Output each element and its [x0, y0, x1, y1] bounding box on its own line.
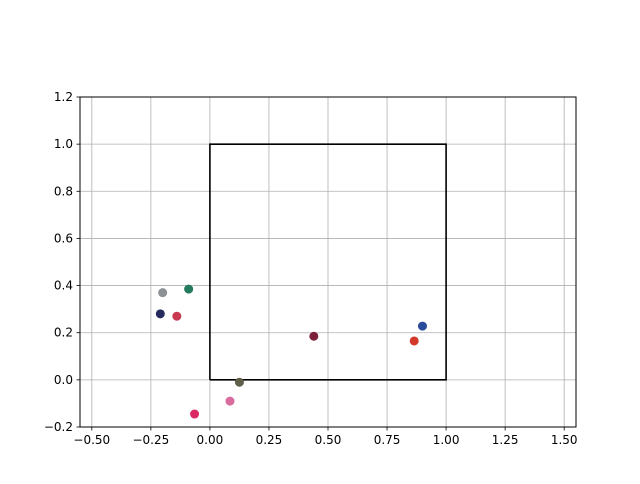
- x-tick-label: 0.25: [256, 433, 283, 447]
- x-tick-label: 1.50: [551, 433, 578, 447]
- y-tick-label: 0.8: [54, 184, 73, 198]
- x-tick-label: 0.75: [374, 433, 401, 447]
- scatter-point: [172, 311, 182, 321]
- y-tick-label: 0.2: [54, 326, 73, 340]
- y-tick-label: 0.6: [54, 231, 73, 245]
- x-tick-label: −0.25: [132, 433, 169, 447]
- scatter-point: [190, 409, 200, 419]
- scatter-point: [309, 331, 319, 341]
- scatter-point: [225, 396, 235, 406]
- x-tick-label: 0.00: [197, 433, 224, 447]
- y-tick-label: 1.0: [54, 137, 73, 151]
- square-outline: [209, 143, 447, 381]
- y-tick-label: 1.2: [54, 90, 73, 104]
- y-tick-label: 0.4: [54, 279, 73, 293]
- scatter-point: [417, 321, 427, 331]
- scatter-point: [155, 309, 165, 319]
- scatter-point: [409, 336, 419, 346]
- scatter-point: [184, 284, 194, 294]
- x-tick-label: −0.50: [73, 433, 110, 447]
- square-line: [209, 143, 447, 381]
- x-tick-label: 1.25: [492, 433, 519, 447]
- scatter-point: [158, 288, 168, 298]
- x-axis-ticks: −0.50 −0.25 0.00 0.25 0.50 0.75 1.00 1.25 1.50: [73, 427, 578, 447]
- x-tick-label: 0.50: [315, 433, 342, 447]
- data-points: [155, 284, 427, 419]
- x-tick-label: 1.00: [433, 433, 460, 447]
- y-axis-ticks: −0.2 0.0 0.2 0.4 0.6 0.8 1.0 1.2: [44, 90, 80, 434]
- y-tick-label: 0.0: [54, 373, 73, 387]
- scatter-point: [234, 377, 244, 387]
- y-tick-label: −0.2: [44, 420, 73, 434]
